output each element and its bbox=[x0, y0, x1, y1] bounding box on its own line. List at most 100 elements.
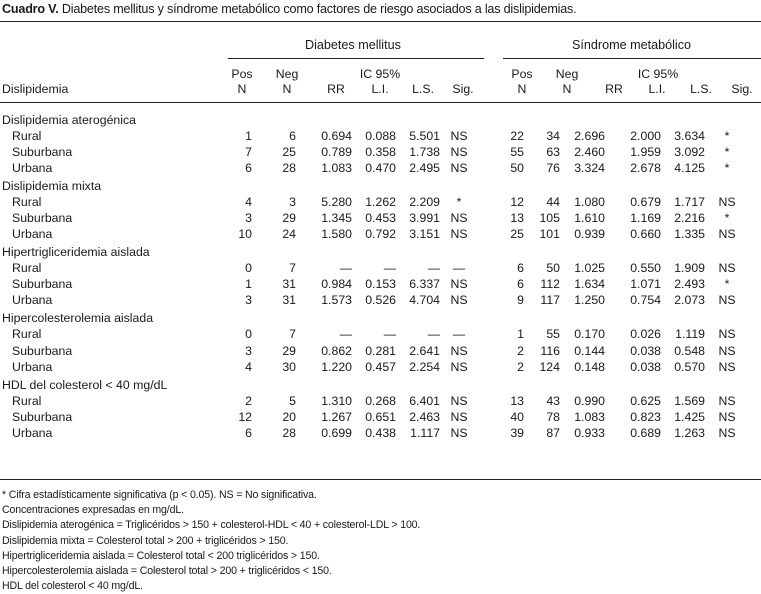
sm-rr-cell: 0.990 bbox=[574, 393, 605, 408]
sm-sig-cell: NS bbox=[718, 227, 736, 242]
row-label: Rural bbox=[12, 393, 42, 408]
sm-neg-cell: 63 bbox=[546, 145, 560, 160]
sm-sig-cell: NS bbox=[718, 327, 736, 342]
sm-sig-cell: NS bbox=[718, 359, 736, 374]
row-label: Rural bbox=[12, 195, 42, 210]
header-sm-neg: Neg bbox=[555, 67, 579, 81]
header-dm-sig: Sig. bbox=[452, 82, 474, 96]
header-dm-ls: L.S. bbox=[412, 82, 434, 96]
dm-ls-cell: 3.991 bbox=[409, 211, 440, 226]
footnote-line: HDL del colesterol < 40 mg/dL. bbox=[2, 580, 143, 593]
table-row: Rural 4 3 5.280 1.262 2.209 * 12 44 1.080 0.679 1.7… bbox=[0, 194, 761, 210]
dm-rr-cell: 1.310 bbox=[321, 393, 352, 408]
sm-ls-cell: 2.216 bbox=[674, 211, 705, 226]
sm-rr-cell: 1.083 bbox=[574, 409, 605, 424]
table-row: Urbana 4 30 1.220 0.457 2.254 NS 2 124 0.148 0.038… bbox=[0, 359, 761, 375]
sm-ls-cell: 2.493 bbox=[674, 277, 705, 292]
dm-pos-cell: 0 bbox=[245, 261, 252, 276]
header-dislipidemia: Dislipidemia bbox=[2, 82, 69, 96]
dm-rr-cell: 0.862 bbox=[321, 343, 352, 358]
table-row: Suburbana 1 31 0.984 0.153 6.337 NS 6 112 1.634 1.… bbox=[0, 276, 761, 292]
row-label: Urbana bbox=[12, 293, 53, 308]
dm-neg-cell: 20 bbox=[282, 409, 296, 424]
dm-pos-cell: 4 bbox=[245, 195, 252, 210]
dm-neg-cell: 31 bbox=[282, 293, 296, 308]
table-row: Suburbana 3 29 1.345 0.453 3.991 NS 13 105 1.610 1… bbox=[0, 210, 761, 226]
header-sm-rr: RR bbox=[605, 82, 623, 96]
sm-rr-cell: 1.610 bbox=[574, 211, 605, 226]
sm-ls-cell: 1.425 bbox=[674, 409, 705, 424]
category-label: Dislipidemia aterogénica bbox=[2, 113, 136, 127]
dm-rr-cell: 0.984 bbox=[321, 277, 352, 292]
sm-li-cell: 0.754 bbox=[630, 293, 661, 308]
table-footnotes: * Cifra estadísticamente significativa (… bbox=[2, 488, 420, 594]
table-row: Suburbana 12 20 1.267 0.651 2.463 NS 40 78 1.083 0… bbox=[0, 409, 761, 425]
sm-neg-cell: 34 bbox=[546, 129, 560, 144]
category-row: Dislipidemia mixta bbox=[0, 176, 761, 194]
sm-sig-cell: * bbox=[724, 129, 730, 144]
sm-pos-cell: 2 bbox=[517, 359, 524, 374]
sm-li-cell: 0.026 bbox=[630, 327, 661, 342]
dm-ls-cell: 2.495 bbox=[409, 161, 440, 176]
dm-pos-cell: 0 bbox=[245, 327, 252, 342]
sm-pos-cell: 9 bbox=[517, 293, 524, 308]
dm-rr-cell: 1.267 bbox=[321, 409, 352, 424]
dm-rr-cell: — bbox=[339, 327, 352, 342]
dm-sig-cell: — bbox=[452, 327, 466, 342]
dm-ls-cell: 2.209 bbox=[409, 195, 440, 210]
sm-sig-cell: * bbox=[724, 277, 730, 292]
sm-pos-cell: 1 bbox=[517, 327, 524, 342]
sm-rr-cell: 1.250 bbox=[574, 293, 605, 308]
sm-sig-cell: NS bbox=[718, 195, 736, 210]
dm-rr-cell: — bbox=[339, 261, 352, 276]
dm-neg-cell: 29 bbox=[282, 343, 296, 358]
dm-neg-cell: 30 bbox=[282, 359, 296, 374]
table-row: Suburbana 3 29 0.862 0.281 2.641 NS 2 116 0.144 0.… bbox=[0, 342, 761, 358]
dm-li-cell: 0.281 bbox=[365, 343, 396, 358]
row-label: Urbana bbox=[12, 227, 53, 242]
dm-sig-cell: NS bbox=[450, 129, 468, 144]
sm-sig-cell: NS bbox=[718, 261, 736, 276]
header-sm-li: L.I. bbox=[648, 82, 666, 96]
table-row: Urbana 6 28 1.083 0.470 2.495 NS 50 76 3.324 2.678… bbox=[0, 160, 761, 176]
dm-ls-cell: 6.337 bbox=[409, 277, 440, 292]
bottom-rule bbox=[0, 479, 761, 480]
sm-ls-cell: 3.634 bbox=[674, 129, 705, 144]
dm-li-cell: 0.358 bbox=[365, 145, 396, 160]
dm-pos-cell: 1 bbox=[245, 277, 252, 292]
sm-li-cell: 0.689 bbox=[630, 425, 661, 440]
sm-pos-cell: 55 bbox=[510, 145, 524, 160]
dm-sig-cell: NS bbox=[450, 359, 468, 374]
sm-sig-cell: NS bbox=[718, 425, 736, 440]
dm-neg-cell: 29 bbox=[282, 211, 296, 226]
dm-sig-cell: — bbox=[452, 261, 466, 276]
sm-rr-cell: 3.324 bbox=[574, 161, 605, 176]
table-row: Urbana 10 24 1.580 0.792 3.151 NS 25 101 0.939 0.6… bbox=[0, 226, 761, 242]
dm-li-cell: 0.268 bbox=[365, 393, 396, 408]
dm-li-cell: 0.088 bbox=[365, 129, 396, 144]
header-rule bbox=[0, 102, 761, 103]
row-label: Urbana bbox=[12, 359, 53, 374]
row-label: Rural bbox=[12, 327, 42, 342]
sm-ls-cell: 0.570 bbox=[674, 359, 705, 374]
sm-li-cell: 0.823 bbox=[630, 409, 661, 424]
header-sm-neg-n: N bbox=[562, 82, 572, 96]
sm-li-cell: 0.679 bbox=[630, 195, 661, 210]
sm-rr-cell: 0.170 bbox=[574, 327, 605, 342]
sm-pos-cell: 50 bbox=[510, 161, 524, 176]
dm-ls-cell: 5.501 bbox=[409, 129, 440, 144]
dm-ls-cell: 2.463 bbox=[409, 409, 440, 424]
dm-neg-cell: 28 bbox=[282, 161, 296, 176]
dm-neg-cell: 7 bbox=[289, 261, 296, 276]
dm-neg-cell: 28 bbox=[282, 425, 296, 440]
dm-li-cell: 0.153 bbox=[365, 277, 396, 292]
sm-ls-cell: 4.125 bbox=[674, 161, 705, 176]
dm-neg-cell: 3 bbox=[289, 195, 296, 210]
sm-neg-cell: 124 bbox=[539, 359, 560, 374]
category-label: Hipertrigliceridemia aislada bbox=[2, 245, 150, 260]
sm-neg-cell: 116 bbox=[540, 343, 560, 358]
sm-sig-cell: * bbox=[724, 145, 730, 160]
dm-li-cell: 0.651 bbox=[365, 409, 396, 424]
footnote-line: Concentraciones expresadas en mg/dL. bbox=[2, 504, 184, 517]
sm-neg-cell: 43 bbox=[546, 393, 560, 408]
